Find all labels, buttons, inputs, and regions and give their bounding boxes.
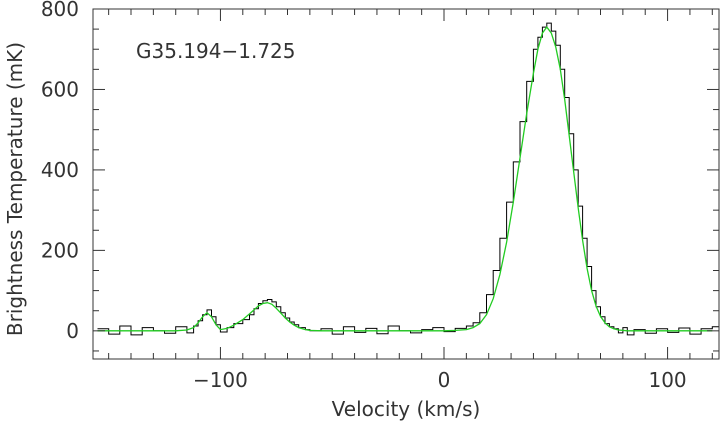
source-annotation: G35.194−1.725: [136, 39, 296, 63]
x-tick-label: −100: [193, 368, 248, 392]
plot-frame: [92, 8, 720, 360]
y-tick-label: 800: [41, 0, 79, 21]
y-axis-title: Brightness Temperature (mK): [3, 42, 27, 336]
y-tick-label: 0: [66, 319, 79, 343]
x-axis-title: Velocity (km/s): [332, 397, 481, 421]
series-group: [97, 22, 719, 336]
x-tick-label: 0: [438, 368, 451, 392]
y-tick-label: 400: [41, 158, 79, 182]
ticks-group: [93, 8, 719, 359]
tick-labels-group: −100 0 100 0 200 400 600 800: [41, 0, 687, 392]
observed-spectrum-line: [97, 22, 719, 336]
y-tick-label: 200: [41, 238, 79, 262]
gaussian-fit-line: [97, 26, 713, 332]
y-tick-label: 600: [41, 77, 79, 101]
x-tick-label: 100: [648, 368, 686, 392]
